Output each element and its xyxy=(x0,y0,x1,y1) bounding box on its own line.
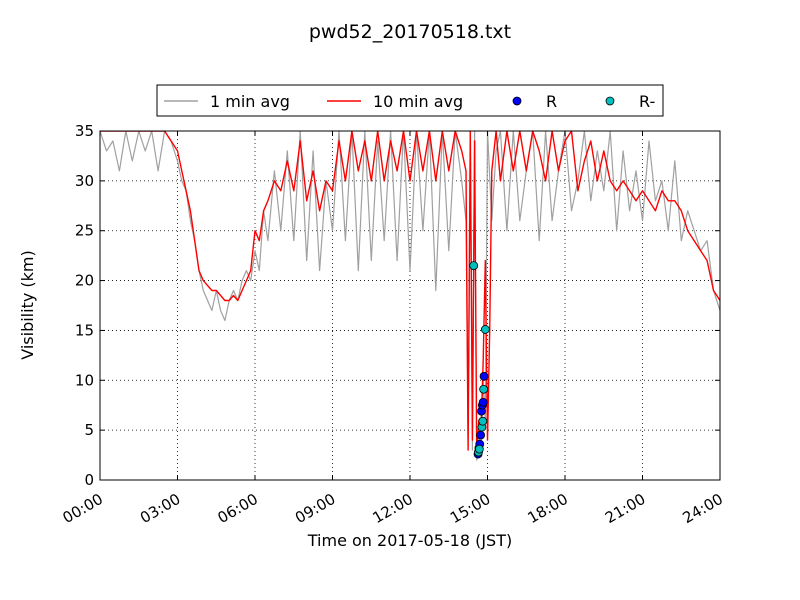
legend-item: R xyxy=(512,92,557,111)
y-axis-label: Visibility (km) xyxy=(18,250,37,359)
y-tick-label: 0 xyxy=(84,471,94,489)
y-tick-label: 10 xyxy=(75,371,94,389)
point-r xyxy=(478,397,488,407)
point-r-minus xyxy=(478,416,488,426)
legend-item: 1 min avg xyxy=(164,92,290,111)
x-tick-label: 09:00 xyxy=(292,490,338,527)
legend-label: 1 min avg xyxy=(210,92,290,111)
legend-frame xyxy=(156,84,664,117)
x-tick-label: 24:00 xyxy=(680,490,726,527)
legend-marker-swatch xyxy=(605,96,615,106)
x-axis-label: Time on 2017-05-18 (JST) xyxy=(307,531,512,550)
plot-area xyxy=(100,131,720,461)
legend-marker-swatch xyxy=(512,96,522,106)
y-tick-label: 25 xyxy=(75,222,94,240)
point-r xyxy=(476,430,486,440)
y-tick-label: 5 xyxy=(84,421,94,439)
series-line-1-min-avg xyxy=(100,131,720,461)
legend-item: 10 min avg xyxy=(327,92,463,111)
point-r-minus xyxy=(480,325,490,334)
chart-title: pwd52_20170518.txt xyxy=(309,21,511,43)
legend-label: 10 min avg xyxy=(373,92,463,111)
y-tick-label: 30 xyxy=(75,172,94,190)
legend: 1 min avg 10 min avg R R- xyxy=(156,84,664,117)
y-tick-labels: 0 5 10 15 20 25 30 35 xyxy=(75,122,94,489)
point-r-minus xyxy=(474,444,484,454)
x-tick-labels: 00:00 03:00 06:00 09:00 12:00 15:00 18:00 21:00… xyxy=(60,490,726,527)
x-tick-label: 21:00 xyxy=(602,490,648,527)
series-line-10-min-avg xyxy=(100,131,720,451)
point-r-minus xyxy=(469,261,479,271)
y-tick-label: 35 xyxy=(75,122,94,140)
x-tick-label: 06:00 xyxy=(215,490,261,527)
legend-label: R xyxy=(546,92,557,111)
x-tick-label: 03:00 xyxy=(137,490,183,527)
x-tick-label: 18:00 xyxy=(525,490,571,527)
legend-label: R- xyxy=(639,92,655,111)
x-tick-label: 15:00 xyxy=(447,490,493,527)
x-tick-label: 12:00 xyxy=(370,490,416,527)
axis-ticks xyxy=(99,130,721,481)
y-tick-label: 20 xyxy=(75,272,94,290)
x-tick-label: 00:00 xyxy=(60,490,106,527)
point-r xyxy=(479,371,489,381)
y-tick-label: 15 xyxy=(75,321,94,339)
point-r-minus xyxy=(479,384,489,394)
legend-item: R- xyxy=(605,92,655,111)
